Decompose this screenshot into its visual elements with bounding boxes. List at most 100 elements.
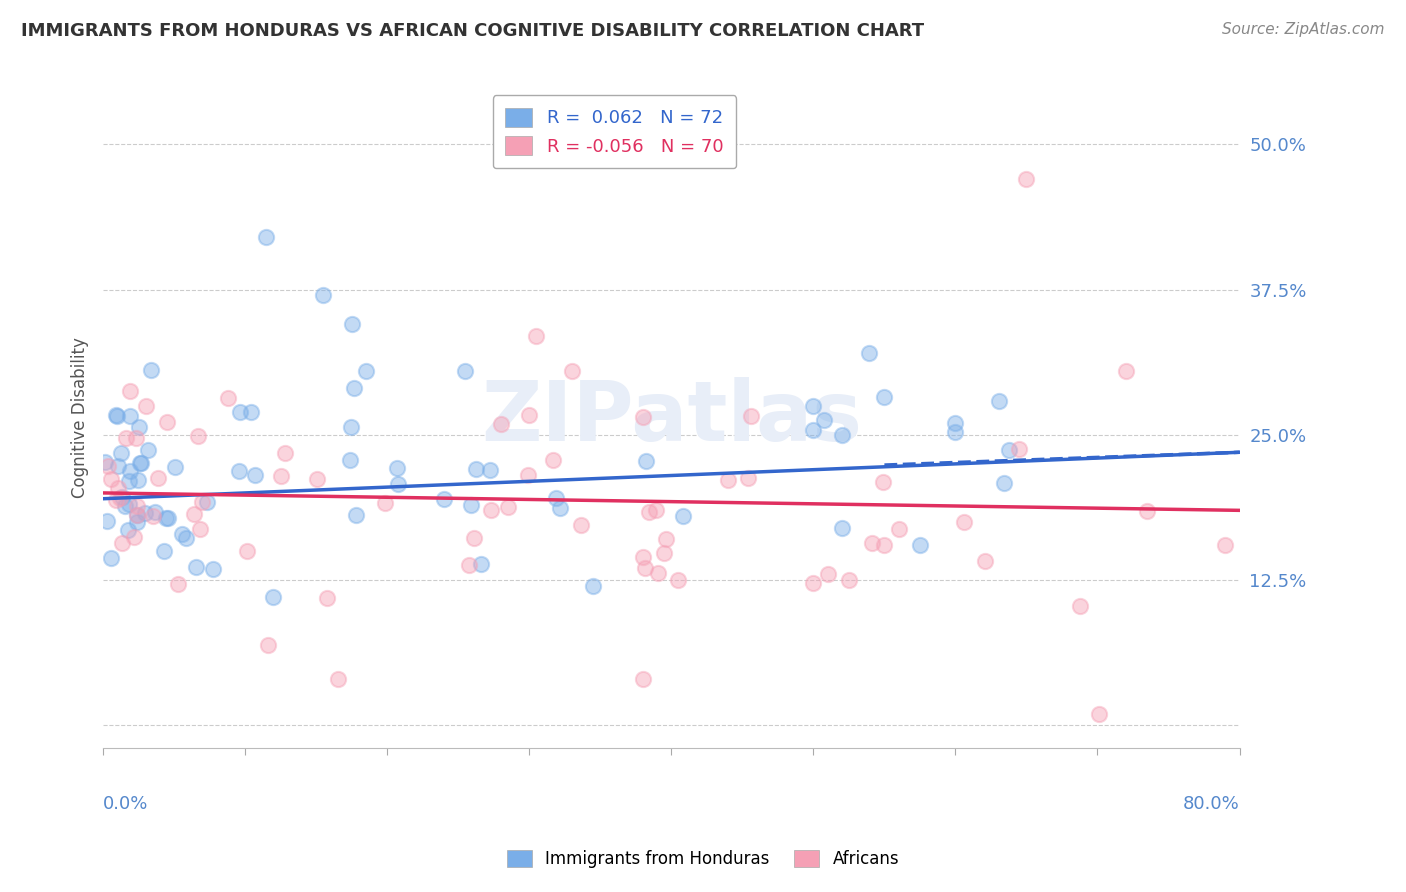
Point xyxy=(860,536,883,550)
Point xyxy=(127,508,149,523)
Point xyxy=(184,560,207,574)
Point xyxy=(143,505,166,519)
Point xyxy=(945,425,967,440)
Point xyxy=(831,521,853,535)
Point xyxy=(908,538,931,552)
Point xyxy=(122,530,145,544)
Point xyxy=(107,481,129,495)
Point xyxy=(838,573,860,587)
Point xyxy=(146,471,169,485)
Legend: Immigrants from Honduras, Africans: Immigrants from Honduras, Africans xyxy=(501,843,905,875)
Point xyxy=(340,318,363,332)
Point xyxy=(127,508,149,522)
Point xyxy=(945,416,967,430)
Point xyxy=(561,364,583,378)
Point xyxy=(316,591,339,605)
Point xyxy=(217,391,239,405)
Point xyxy=(105,408,128,422)
Point xyxy=(803,423,825,437)
Text: IMMIGRANTS FROM HONDURAS VS AFRICAN COGNITIVE DISABILITY CORRELATION CHART: IMMIGRANTS FROM HONDURAS VS AFRICAN COGN… xyxy=(21,22,924,40)
Point xyxy=(155,511,177,525)
Point xyxy=(245,468,267,483)
Legend: R =  0.062   N = 72, R = -0.056   N = 70: R = 0.062 N = 72, R = -0.056 N = 70 xyxy=(492,95,737,169)
Point xyxy=(339,453,361,467)
Point xyxy=(354,364,377,378)
Point xyxy=(111,536,134,550)
Point xyxy=(134,506,156,520)
Point xyxy=(195,495,218,509)
Point xyxy=(433,491,456,506)
Point xyxy=(114,500,136,514)
Y-axis label: Cognitive Disability: Cognitive Disability xyxy=(72,337,89,498)
Point xyxy=(125,499,148,513)
Point xyxy=(240,405,263,419)
Point xyxy=(458,558,481,573)
Point xyxy=(544,491,567,505)
Point xyxy=(170,526,193,541)
Point xyxy=(654,532,676,546)
Point xyxy=(274,446,297,460)
Point xyxy=(1069,599,1091,613)
Point xyxy=(953,515,976,529)
Point xyxy=(524,329,547,343)
Point xyxy=(108,491,131,505)
Point xyxy=(100,472,122,486)
Point xyxy=(96,514,118,528)
Point xyxy=(550,500,572,515)
Point xyxy=(636,454,658,468)
Point xyxy=(1215,538,1237,552)
Point xyxy=(463,531,485,545)
Point xyxy=(517,408,540,422)
Point xyxy=(270,468,292,483)
Point xyxy=(1088,706,1111,721)
Point xyxy=(631,672,654,686)
Point xyxy=(873,538,896,552)
Point xyxy=(110,446,132,460)
Point xyxy=(163,460,186,475)
Point xyxy=(385,461,408,475)
Point xyxy=(344,508,367,522)
Point xyxy=(470,557,492,571)
Point xyxy=(569,517,592,532)
Point xyxy=(647,566,669,580)
Point xyxy=(998,442,1021,457)
Point xyxy=(105,409,128,424)
Point xyxy=(176,531,198,545)
Point xyxy=(236,544,259,558)
Point xyxy=(1115,364,1137,378)
Point xyxy=(631,410,654,425)
Point xyxy=(803,399,825,413)
Point xyxy=(872,475,894,490)
Point xyxy=(582,579,605,593)
Point xyxy=(973,554,995,568)
Point xyxy=(498,500,520,515)
Point xyxy=(228,405,250,419)
Point xyxy=(717,474,740,488)
Point xyxy=(460,499,482,513)
Point xyxy=(263,590,285,604)
Point xyxy=(541,453,564,467)
Point xyxy=(127,515,149,529)
Text: Source: ZipAtlas.com: Source: ZipAtlas.com xyxy=(1222,22,1385,37)
Point xyxy=(479,502,502,516)
Point xyxy=(104,492,127,507)
Point xyxy=(115,431,138,445)
Point xyxy=(340,420,363,434)
Point xyxy=(128,420,150,434)
Point xyxy=(191,495,214,509)
Point xyxy=(202,562,225,576)
Point xyxy=(97,459,120,474)
Point xyxy=(136,442,159,457)
Point xyxy=(256,230,278,244)
Point xyxy=(100,550,122,565)
Point xyxy=(517,467,540,482)
Point xyxy=(803,576,825,591)
Point xyxy=(256,638,278,652)
Point xyxy=(142,508,165,523)
Point xyxy=(817,567,839,582)
Point xyxy=(465,462,488,476)
Point xyxy=(93,455,115,469)
Point xyxy=(374,496,396,510)
Point xyxy=(156,510,179,524)
Point xyxy=(120,384,142,399)
